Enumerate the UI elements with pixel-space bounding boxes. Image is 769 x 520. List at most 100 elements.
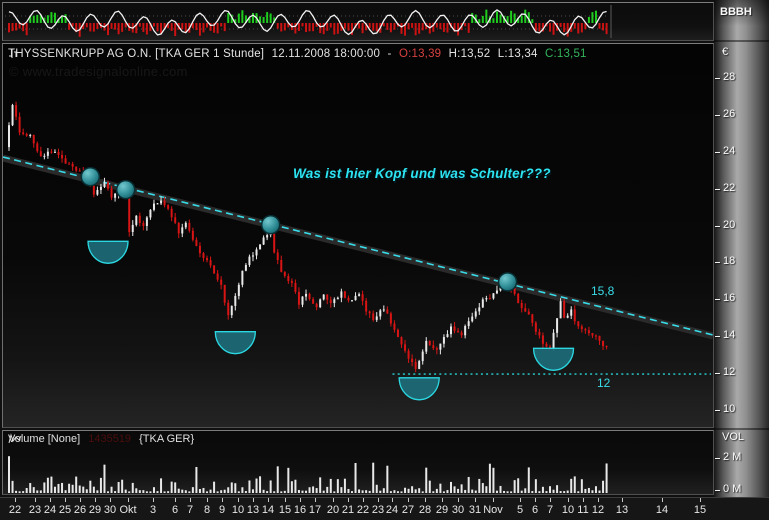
time-tick-label: 28	[418, 504, 432, 516]
price-tick-label: 24	[723, 145, 736, 157]
indicator-canvas[interactable]	[3, 3, 713, 40]
time-tick-label: 10	[561, 504, 575, 516]
volume-axis-label: VOL	[722, 431, 745, 443]
volume-tick-label: 0 M	[723, 483, 742, 495]
main-chart-panel[interactable]: © www.tradesignalonline.com THYSSENKRUPP…	[2, 43, 714, 428]
volume-title-bar: Volume [None] 1435519 {TKA GER}	[8, 433, 194, 445]
indicator-panel[interactable]	[2, 2, 714, 41]
time-tick-mark	[408, 498, 409, 502]
time-tick-mark	[300, 498, 301, 502]
time-tick-mark	[442, 498, 443, 502]
main-chart-canvas[interactable]	[3, 44, 713, 427]
chart-title-bar: THYSSENKRUPP AG O.N. [TKA GER 1 Stunde] …	[8, 48, 591, 60]
price-tick-label: 12	[723, 366, 736, 378]
time-tick-mark	[175, 498, 176, 502]
time-tick-label: 31	[468, 504, 482, 516]
time-tick-label: 14	[261, 504, 275, 516]
title-open-value: O:13,39	[398, 48, 442, 60]
time-tick-label: 20	[326, 504, 340, 516]
time-tick-label: 29	[435, 504, 449, 516]
time-tick-mark	[15, 498, 16, 502]
time-tick-label: 25	[58, 504, 72, 516]
time-tick-label: 8	[203, 504, 211, 516]
time-tick-mark	[392, 498, 393, 502]
time-tick-mark	[662, 498, 663, 502]
time-tick-mark	[222, 498, 223, 502]
time-tick-mark	[622, 498, 623, 502]
price-tick-label: 14	[723, 329, 736, 341]
time-tick-mark	[520, 498, 521, 502]
time-tick-mark	[80, 498, 81, 502]
time-tick-label: 3	[149, 504, 157, 516]
currency-label: €	[722, 46, 729, 58]
time-tick-mark	[493, 498, 494, 502]
time-tick-mark	[190, 498, 191, 502]
time-tick-mark	[238, 498, 239, 502]
time-tick-label: 6	[171, 504, 179, 516]
volume-indicator-icon	[8, 433, 22, 444]
time-tick-label: 29	[88, 504, 102, 516]
price-tick-label: 28	[723, 71, 736, 83]
time-tick-mark	[458, 498, 459, 502]
price-tick-label: 22	[723, 182, 736, 194]
time-tick-mark	[315, 498, 316, 502]
time-tick-label: 7	[546, 504, 554, 516]
volume-symbol: {TKA GER}	[139, 433, 195, 445]
volume-value: 1435519	[88, 433, 132, 445]
price-tick-mark	[715, 262, 720, 263]
time-tick-label: 30	[103, 504, 117, 516]
time-tick-label: 26	[73, 504, 87, 516]
time-tick-mark	[50, 498, 51, 502]
time-tick-label: 15	[278, 504, 292, 516]
time-tick-mark	[333, 498, 334, 502]
time-tick-label: 22	[8, 504, 22, 516]
time-tick-label: 7	[186, 504, 194, 516]
time-tick-mark	[207, 498, 208, 502]
price-tick-mark	[715, 336, 720, 337]
volume-canvas[interactable]	[3, 431, 713, 494]
title-low-value: L:13,34	[497, 48, 538, 60]
time-tick-mark	[348, 498, 349, 502]
time-tick-mark	[700, 498, 701, 502]
title-high-value: H:13,52	[448, 48, 491, 60]
time-tick-mark	[583, 498, 584, 502]
price-tick-label: 16	[723, 292, 736, 304]
price-tick-label: 18	[723, 255, 736, 267]
time-tick-label: 9	[218, 504, 226, 516]
time-tick-label: 5	[516, 504, 524, 516]
watermark: © www.tradesignalonline.com	[9, 64, 188, 79]
time-tick-label: Nov	[483, 504, 503, 516]
time-tick-mark	[268, 498, 269, 502]
volume-title: Volume [None]	[8, 433, 81, 445]
time-tick-label: 11	[577, 504, 589, 516]
volume-tick-label: 2 M	[723, 451, 742, 463]
time-tick-label: 13	[246, 504, 260, 516]
time-tick-label: 27	[401, 504, 415, 516]
time-axis[interactable]: 22 23 24 25 26 29 30 Okt 3 6 7 8 9 10 13 14 15 16 17 20 21 22…	[0, 497, 769, 520]
price-tick-mark	[715, 78, 720, 79]
time-tick-mark	[475, 498, 476, 502]
time-tick-label: 23	[28, 504, 42, 516]
indicator-axis-label: BBBH	[720, 6, 752, 18]
volume-panel[interactable]: Volume [None] 1435519 {TKA GER}	[2, 430, 714, 495]
time-tick-label: Okt	[119, 504, 137, 516]
time-tick-label: 10	[231, 504, 245, 516]
price-tick-mark	[715, 115, 720, 116]
chart-type-icon	[9, 48, 17, 58]
time-tick-label: 16	[293, 504, 307, 516]
price-tick-mark	[715, 299, 720, 300]
time-tick-mark	[95, 498, 96, 502]
price-axis-gutter[interactable]: BBBH € VOL 28 26 24 22 20 18 16 14 12 10 2 M 0 M	[714, 0, 769, 497]
time-tick-label: 17	[308, 504, 322, 516]
price-tick-label: 26	[723, 108, 736, 120]
annotation-text: Was ist hier Kopf und was Schulter???	[293, 166, 551, 181]
time-tick-mark	[110, 498, 111, 502]
time-tick-mark	[425, 498, 426, 502]
time-tick-label: 24	[385, 504, 399, 516]
time-tick-mark	[285, 498, 286, 502]
support-value-label: 12	[597, 376, 611, 390]
title-datetime: 12.11.2008 18:00:00	[271, 48, 381, 60]
price-tick-label: 10	[723, 403, 736, 415]
time-tick-label: 12	[591, 504, 605, 516]
